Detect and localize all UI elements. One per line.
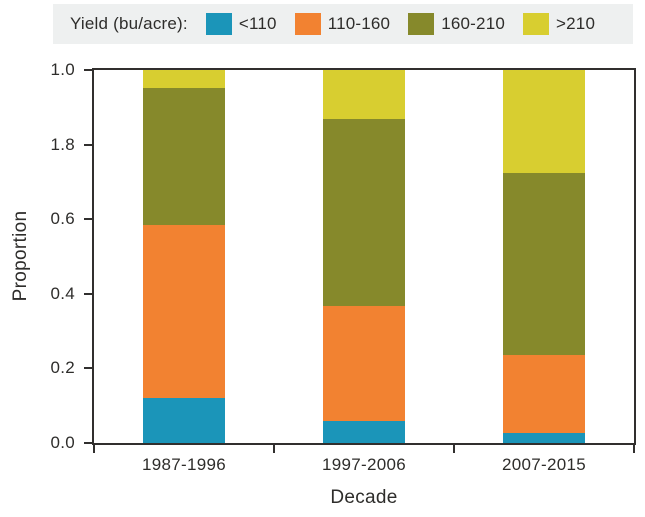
x-tick <box>93 445 95 453</box>
bar-segment <box>143 398 225 443</box>
y-tick-label: 0.6 <box>50 209 75 229</box>
y-tick <box>84 143 92 146</box>
bar-segment <box>503 432 585 443</box>
y-tick <box>84 442 92 444</box>
y-tick <box>84 218 92 221</box>
x-tick <box>453 445 455 453</box>
bar-segment <box>323 420 405 443</box>
legend-item-label: 110-160 <box>327 14 391 33</box>
legend-item: 160-210 <box>408 13 505 35</box>
bar-segment <box>323 306 405 421</box>
y-tick-label: 0.0 <box>50 433 75 452</box>
legend-item-label: 160-210 <box>441 14 506 33</box>
y-tick <box>84 367 92 370</box>
bar-segment <box>143 224 225 399</box>
y-tick-label: 0.2 <box>50 358 75 378</box>
bar-segment <box>143 70 225 88</box>
legend-swatch-icon <box>205 13 232 35</box>
y-tick <box>84 69 92 71</box>
bar-segment <box>503 173 585 356</box>
x-tick-label: 1997-2006 <box>322 455 406 474</box>
bar-segment <box>143 87 225 225</box>
y-tick <box>84 292 92 295</box>
legend-item-label: >210 <box>556 14 596 33</box>
legend-item: >210 <box>523 13 595 35</box>
bar-segment <box>323 70 405 120</box>
legend-item-label: <110 <box>238 14 277 33</box>
legend-swatch-icon <box>523 13 550 35</box>
bar-segment <box>503 70 585 174</box>
bar-segment <box>503 355 585 433</box>
legend-swatch-icon <box>408 13 435 35</box>
y-tick-label: 0.4 <box>50 283 75 303</box>
x-tick <box>273 445 275 453</box>
x-tick-label: 2007-2015 <box>502 455 586 474</box>
plot-area <box>92 68 636 445</box>
legend-item: 110-160 <box>294 13 391 35</box>
x-tick <box>633 445 635 453</box>
legend-swatch-icon <box>294 13 321 35</box>
y-tick-label: 1.0 <box>50 60 75 79</box>
legend-items: <110 110-160 160-210 >210 <box>205 13 613 35</box>
y-tick-label: 1.8 <box>50 134 75 154</box>
x-tick-label: 1987-1996 <box>142 455 226 474</box>
legend-item: <110 <box>205 13 277 35</box>
x-axis-label: Decade <box>330 487 398 508</box>
bar-segment <box>323 119 405 307</box>
legend-title: Yield (bu/acre): <box>70 14 188 33</box>
legend: Yield (bu/acre): <110 110-160 160-210 >210 <box>53 4 633 44</box>
